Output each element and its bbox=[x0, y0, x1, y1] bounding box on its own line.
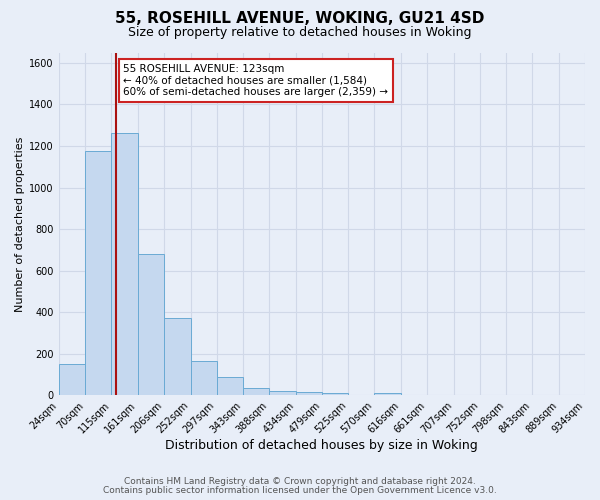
Bar bbox=[85, 151, 111, 396]
Bar bbox=[217, 377, 243, 396]
Bar bbox=[374, 393, 401, 396]
Bar bbox=[111, 132, 138, 396]
Bar bbox=[269, 391, 296, 396]
Text: Contains HM Land Registry data © Crown copyright and database right 2024.: Contains HM Land Registry data © Crown c… bbox=[124, 477, 476, 486]
Text: Size of property relative to detached houses in Woking: Size of property relative to detached ho… bbox=[128, 26, 472, 39]
Bar bbox=[296, 392, 322, 396]
Y-axis label: Number of detached properties: Number of detached properties bbox=[15, 136, 25, 312]
Text: 55, ROSEHILL AVENUE, WOKING, GU21 4SD: 55, ROSEHILL AVENUE, WOKING, GU21 4SD bbox=[115, 11, 485, 26]
Bar bbox=[138, 254, 164, 396]
Bar bbox=[59, 364, 85, 396]
Bar bbox=[243, 388, 269, 396]
Text: Contains public sector information licensed under the Open Government Licence v3: Contains public sector information licen… bbox=[103, 486, 497, 495]
Bar bbox=[164, 318, 191, 396]
X-axis label: Distribution of detached houses by size in Woking: Distribution of detached houses by size … bbox=[166, 440, 478, 452]
Bar bbox=[191, 361, 217, 396]
Bar bbox=[322, 394, 349, 396]
Text: 55 ROSEHILL AVENUE: 123sqm
← 40% of detached houses are smaller (1,584)
60% of s: 55 ROSEHILL AVENUE: 123sqm ← 40% of deta… bbox=[124, 64, 388, 97]
